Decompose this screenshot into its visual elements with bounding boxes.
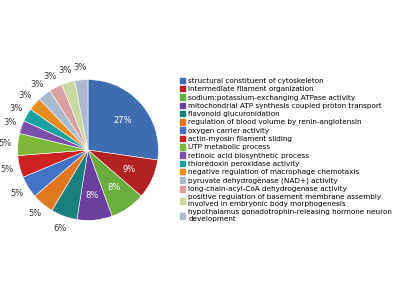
Text: 27%: 27% [113,116,132,124]
Text: 8%: 8% [107,183,121,192]
Wedge shape [52,150,88,220]
Wedge shape [88,80,158,160]
Text: 3%: 3% [43,72,57,81]
Wedge shape [35,150,88,210]
Wedge shape [20,121,88,150]
Text: 3%: 3% [9,104,23,113]
Wedge shape [75,80,88,150]
Wedge shape [88,150,141,216]
Text: 5%: 5% [0,139,12,148]
Text: 3%: 3% [30,80,43,89]
Text: 8%: 8% [86,191,99,200]
Text: 5%: 5% [28,209,41,218]
Wedge shape [18,150,88,177]
Wedge shape [18,134,88,156]
Text: 5%: 5% [11,189,24,198]
Wedge shape [24,109,88,150]
Text: 6%: 6% [53,224,66,232]
Text: 5%: 5% [1,165,14,174]
Wedge shape [62,81,88,150]
Text: 9%: 9% [123,164,136,173]
Wedge shape [50,85,88,150]
Text: 3%: 3% [18,91,32,100]
Wedge shape [40,91,88,150]
Text: 3%: 3% [74,63,87,72]
Wedge shape [88,150,158,196]
Legend: structural constituent of cytoskeleton, intermediate filament organization, sodi: structural constituent of cytoskeleton, … [180,78,392,222]
Text: 3%: 3% [58,66,71,75]
Wedge shape [23,150,88,196]
Wedge shape [31,99,88,150]
Wedge shape [77,150,112,220]
Text: 3%: 3% [3,118,16,127]
